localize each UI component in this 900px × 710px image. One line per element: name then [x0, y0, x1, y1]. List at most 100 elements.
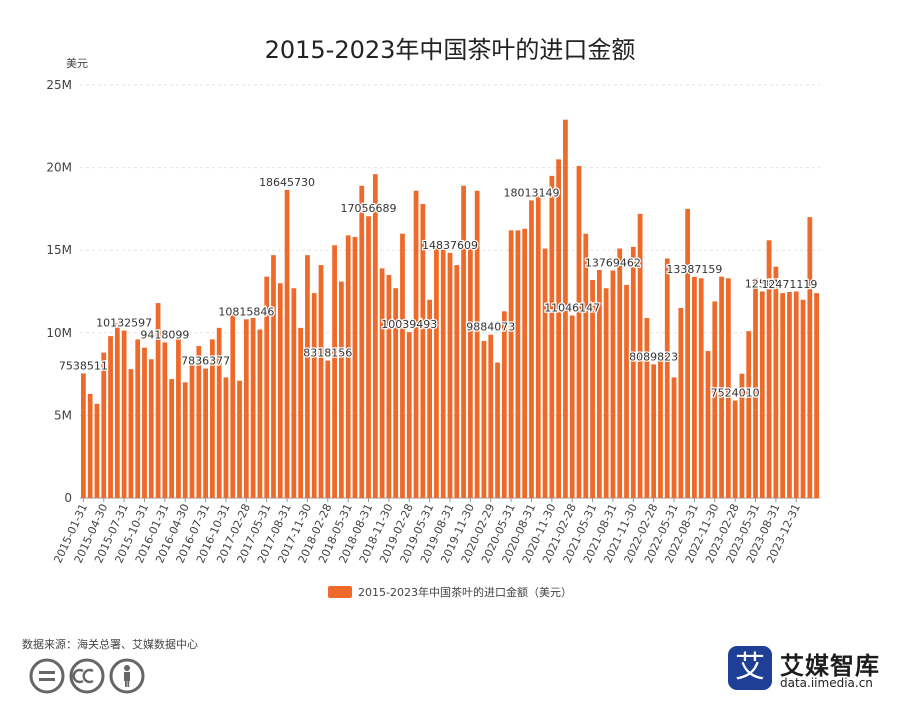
bar	[780, 293, 786, 498]
bar	[372, 174, 378, 498]
bar	[488, 334, 494, 498]
bar	[277, 283, 283, 498]
bar	[549, 175, 555, 499]
bar	[427, 299, 433, 498]
bar	[515, 230, 521, 498]
bar	[87, 393, 93, 498]
data-label: 7524010	[711, 387, 760, 400]
data-label: 10815846	[218, 305, 274, 318]
bar	[759, 291, 765, 498]
person-icon	[109, 658, 145, 694]
bar	[522, 228, 528, 498]
bar	[732, 400, 738, 498]
bar	[271, 255, 276, 498]
bar	[216, 327, 222, 498]
bar	[793, 291, 799, 498]
chart-title: 2015-2023年中国茶叶的进口金额	[264, 36, 636, 64]
bar	[576, 165, 582, 498]
bar	[189, 362, 195, 498]
license-icons	[29, 657, 149, 695]
bar	[563, 119, 568, 498]
bar	[508, 230, 514, 498]
data-label: 13387159	[666, 263, 722, 276]
bar	[121, 330, 127, 498]
bar	[332, 245, 337, 498]
bar	[603, 288, 609, 498]
bar	[440, 248, 446, 498]
bar	[182, 382, 188, 498]
bar	[753, 278, 758, 498]
bar	[291, 288, 297, 498]
bar	[739, 373, 745, 498]
bar	[807, 217, 813, 498]
bar	[155, 303, 161, 498]
bar	[169, 379, 175, 498]
bar	[773, 266, 779, 498]
brand-name: 艾媒智库	[780, 652, 880, 680]
data-label: 12501	[745, 277, 780, 290]
bar	[644, 317, 650, 498]
bar	[176, 336, 181, 498]
bar	[128, 369, 134, 498]
y-tick-label: 20M	[46, 161, 72, 175]
data-label: 14837609	[422, 239, 478, 252]
legend[interactable]: 2015-2023年中国茶叶的进口金额（美元）	[0, 584, 900, 600]
bar	[250, 317, 256, 498]
bar	[501, 311, 507, 498]
bar	[746, 331, 752, 498]
bar	[366, 216, 371, 498]
bar	[94, 403, 100, 498]
bar-chart: 05M10M15M20M25M2015-01-312015-04-302015-…	[46, 78, 820, 565]
bar	[406, 332, 412, 498]
bar	[162, 342, 168, 498]
data-label: 17056689	[341, 202, 397, 215]
bar	[135, 339, 141, 498]
data-label: 13769462	[585, 257, 641, 270]
bar	[698, 278, 704, 498]
bar	[719, 276, 724, 498]
bar	[529, 200, 534, 498]
brand-logo: 艾 艾媒智库 data.iimedia.cn	[728, 644, 888, 696]
bar	[393, 288, 399, 498]
cc-icon	[69, 658, 105, 694]
bar	[379, 268, 385, 498]
bar	[542, 248, 548, 498]
data-label: 11046147	[544, 302, 600, 315]
bar	[569, 315, 575, 498]
y-axis-unit: 美元	[66, 57, 88, 70]
bar	[787, 291, 792, 498]
bar	[203, 368, 208, 498]
bar	[142, 347, 147, 498]
bar	[610, 270, 616, 498]
y-tick-label: 10M	[46, 326, 72, 340]
data-label: 9418099	[140, 328, 189, 341]
bar	[284, 189, 290, 498]
bar	[386, 274, 392, 498]
bar	[766, 240, 772, 498]
bar	[467, 246, 473, 498]
y-tick-label: 0	[64, 491, 72, 505]
bar	[325, 360, 331, 498]
data-label: 7538511	[59, 359, 108, 372]
bar	[556, 159, 561, 498]
bar	[223, 377, 229, 498]
bar	[81, 373, 86, 498]
data-label: 12471119	[761, 278, 817, 291]
bar	[311, 293, 317, 498]
bar	[814, 293, 819, 498]
bar	[630, 246, 636, 498]
bar	[359, 185, 365, 498]
bar	[481, 341, 487, 498]
bar	[196, 346, 202, 498]
bar	[617, 248, 623, 498]
bar	[664, 258, 670, 498]
bar	[712, 301, 718, 498]
bar	[114, 322, 120, 498]
bar	[230, 312, 236, 498]
brand-badge: 艾	[728, 646, 772, 690]
data-label: 18645730	[259, 176, 315, 189]
bar	[298, 327, 304, 498]
bar	[705, 350, 711, 498]
y-tick-label: 25M	[46, 78, 72, 92]
